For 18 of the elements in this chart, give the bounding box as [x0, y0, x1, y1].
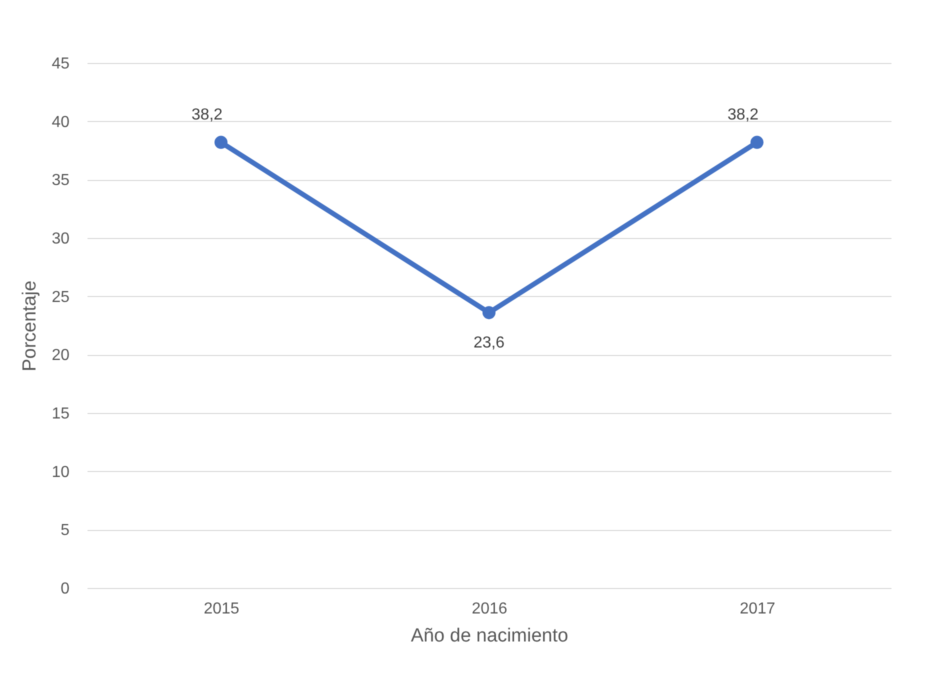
y-tick-label: 25 [52, 288, 70, 306]
x-axis-title: Año de nacimiento [410, 626, 568, 646]
y-tick-label: 45 [52, 56, 70, 72]
y-tick-label: 20 [52, 347, 70, 364]
data-label: 38,2 [727, 106, 759, 124]
y-tick-label: 40 [52, 114, 70, 131]
y-tick-label: 30 [52, 230, 70, 248]
data-label: 38,2 [191, 106, 223, 124]
x-tick-label: 2017 [740, 600, 776, 618]
data-label: 23,6 [473, 334, 505, 352]
x-tick-label: 2015 [204, 600, 240, 618]
y-tick-label: 10 [52, 464, 70, 481]
y-tick-label: 15 [52, 406, 70, 422]
y-axis-title: Porcentaje [20, 280, 41, 372]
y-tick-label: 35 [52, 172, 70, 190]
x-tick-label: 2016 [472, 600, 508, 618]
y-tick-label: 0 [60, 580, 70, 598]
y-tick-label: 5 [60, 522, 70, 540]
